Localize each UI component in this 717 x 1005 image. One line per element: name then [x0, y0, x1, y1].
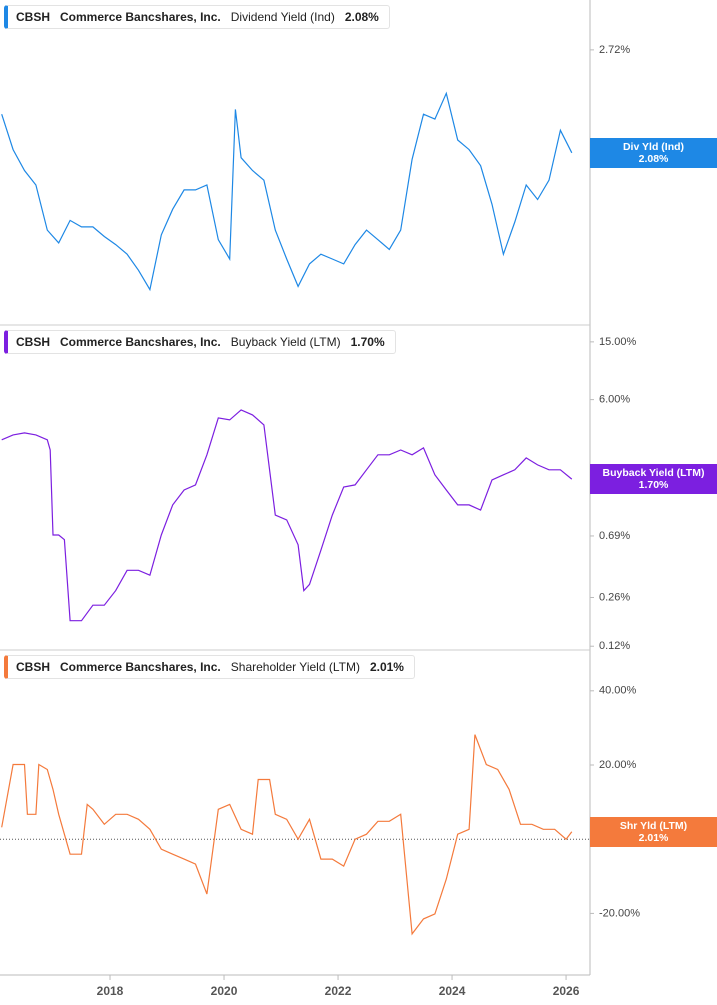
- current-value: 1.70%: [350, 335, 385, 349]
- data-line: [1, 734, 573, 936]
- value-badge: Buyback Yield (LTM) 1.70%: [590, 464, 717, 495]
- x-tick-label: 2020: [211, 984, 238, 998]
- company-name: Commerce Bancshares, Inc.: [60, 335, 221, 349]
- metric-name: Shareholder Yield (LTM): [230, 660, 360, 674]
- y-tick-label: 0.12%: [599, 640, 630, 652]
- metric-name: Buyback Yield (LTM): [230, 335, 341, 349]
- badge-value: 2.01%: [638, 831, 669, 844]
- current-value: 2.01%: [369, 660, 404, 674]
- ticker: CBSH: [16, 10, 51, 24]
- y-tick-label: -20.00%: [599, 907, 640, 919]
- ticker: CBSH: [16, 335, 51, 349]
- x-tick-label: 2024: [439, 984, 466, 998]
- y-tick-label: 0.26%: [599, 591, 630, 603]
- series-header: CBSH Commerce Bancshares, Inc. Shareholder…: [4, 655, 415, 679]
- data-line: [1, 91, 573, 292]
- badge-value: 2.08%: [638, 152, 669, 165]
- x-tick-label: 2022: [325, 984, 352, 998]
- x-tick-label: 2018: [97, 984, 124, 998]
- y-tick-label: 0.69%: [599, 530, 630, 542]
- badge-label: Shr Yld (LTM): [619, 819, 688, 832]
- company-name: Commerce Bancshares, Inc.: [60, 10, 221, 24]
- badge-label: Buyback Yield (LTM): [602, 467, 705, 480]
- ticker: CBSH: [16, 660, 51, 674]
- y-tick-label: 6.00%: [599, 394, 630, 406]
- value-badge: Div Yld (Ind) 2.08%: [590, 137, 717, 168]
- y-tick-label: 15.00%: [599, 336, 637, 348]
- data-line: [1, 409, 573, 622]
- x-tick-label: 2026: [553, 984, 580, 998]
- series-header: CBSH Commerce Bancshares, Inc. Buyback Yie…: [4, 330, 396, 354]
- y-tick-label: 20.00%: [599, 759, 637, 771]
- y-tick-label: 2.72%: [599, 44, 630, 56]
- series-header: CBSH Commerce Bancshares, Inc. Dividend Yi…: [4, 5, 390, 29]
- current-value: 2.08%: [344, 10, 379, 24]
- badge-value: 1.70%: [638, 479, 669, 492]
- metric-name: Dividend Yield (Ind): [230, 10, 335, 24]
- y-tick-label: 40.00%: [599, 685, 637, 697]
- company-name: Commerce Bancshares, Inc.: [60, 660, 221, 674]
- value-badge: Shr Yld (LTM) 2.01%: [590, 816, 717, 847]
- badge-label: Div Yld (Ind): [622, 140, 685, 153]
